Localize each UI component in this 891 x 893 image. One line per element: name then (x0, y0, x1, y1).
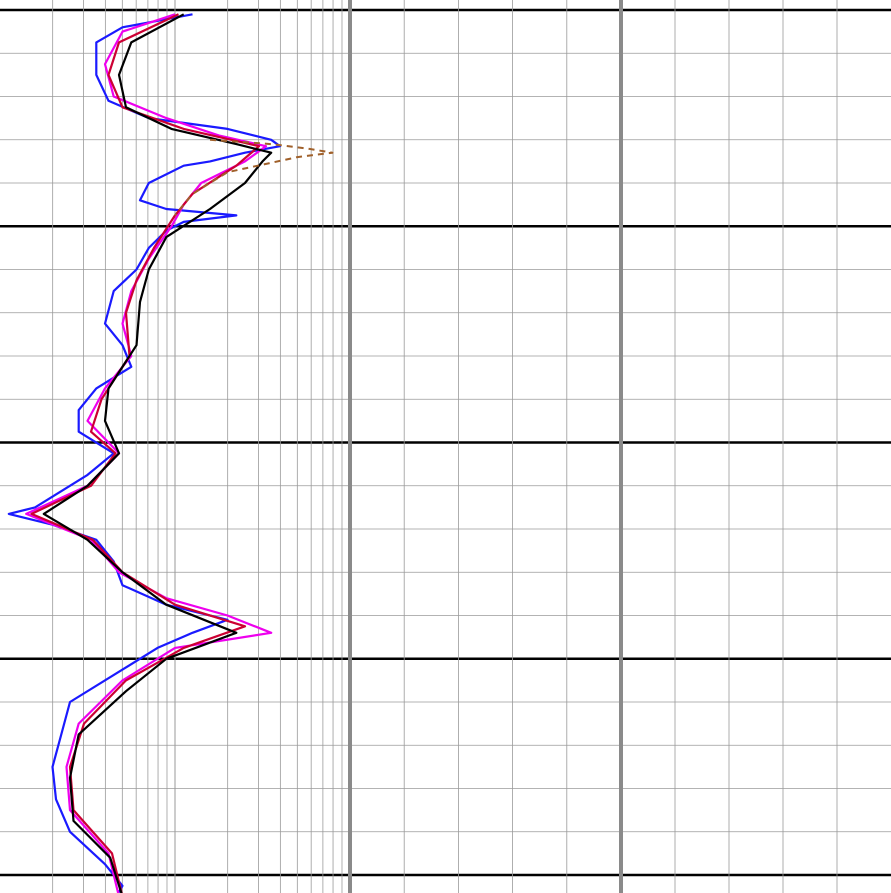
series-layer (7, 13, 334, 893)
series-line-2 (25, 13, 273, 893)
series-line-3 (30, 13, 261, 893)
series-line-5 (174, 138, 334, 217)
series-line-1 (7, 13, 282, 893)
series-line-4 (42, 13, 273, 893)
